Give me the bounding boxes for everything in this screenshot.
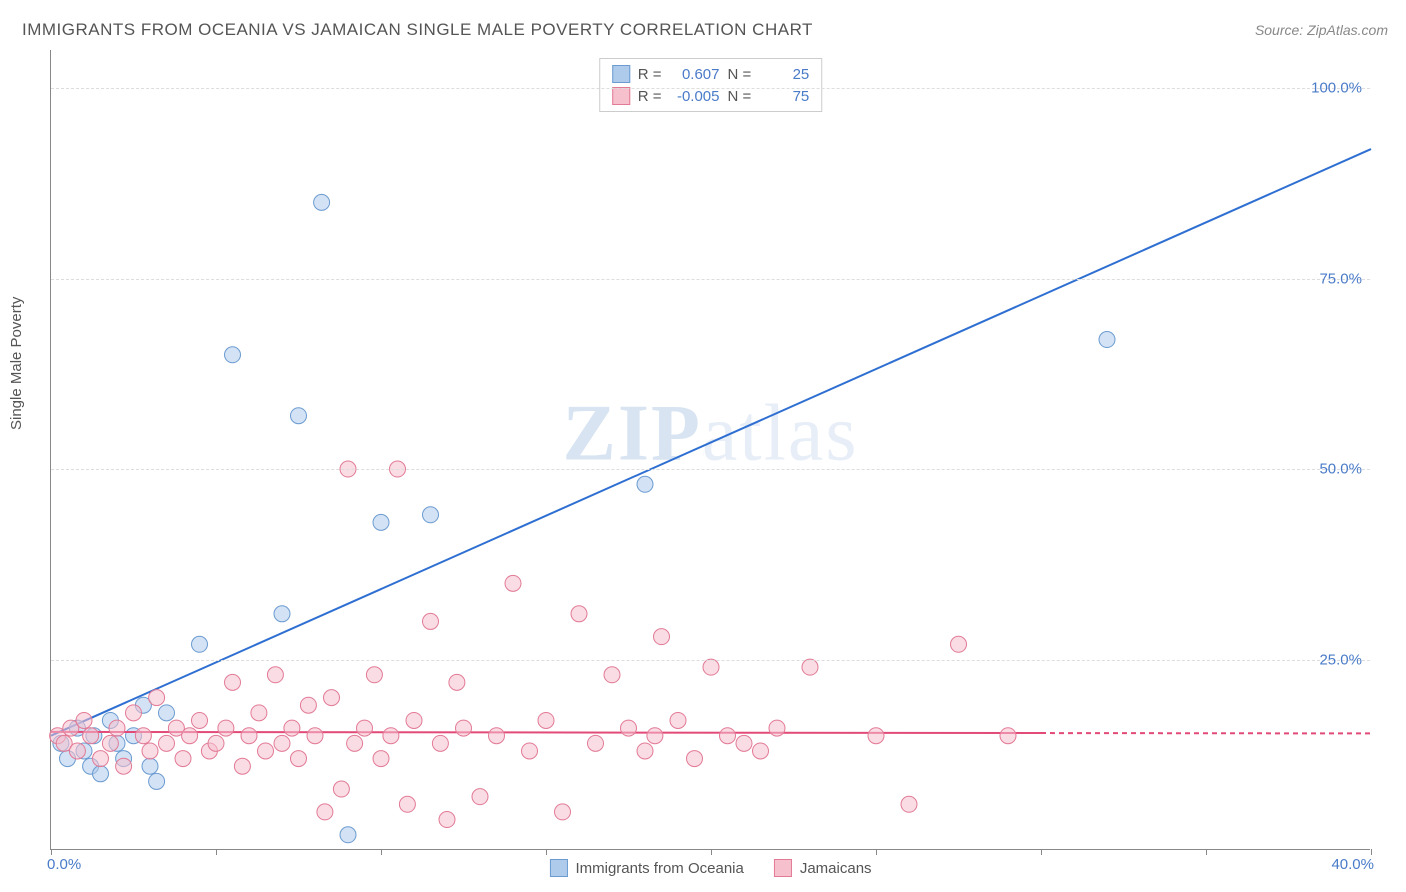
legend-label: Jamaicans [800,860,872,877]
bottom-legend: Immigrants from Oceania Jamaicans [549,859,871,877]
x-axis-start-label: 0.0% [47,856,81,873]
scatter-plot-svg [51,50,1370,849]
plot-area: ZIPatlas R = 0.607 N = 25 R = -0.005 N =… [50,50,1370,850]
swatch-icon [549,859,567,877]
legend-item: Immigrants from Oceania [549,859,743,877]
legend-label: Immigrants from Oceania [575,860,743,877]
legend-item: Jamaicans [774,859,872,877]
x-axis-end-label: 40.0% [1331,856,1374,873]
y-axis-label: Single Male Poverty [8,297,25,430]
chart-title: IMMIGRANTS FROM OCEANIA VS JAMAICAN SING… [22,20,813,40]
swatch-icon [774,859,792,877]
source-attribution: Source: ZipAtlas.com [1255,22,1388,38]
